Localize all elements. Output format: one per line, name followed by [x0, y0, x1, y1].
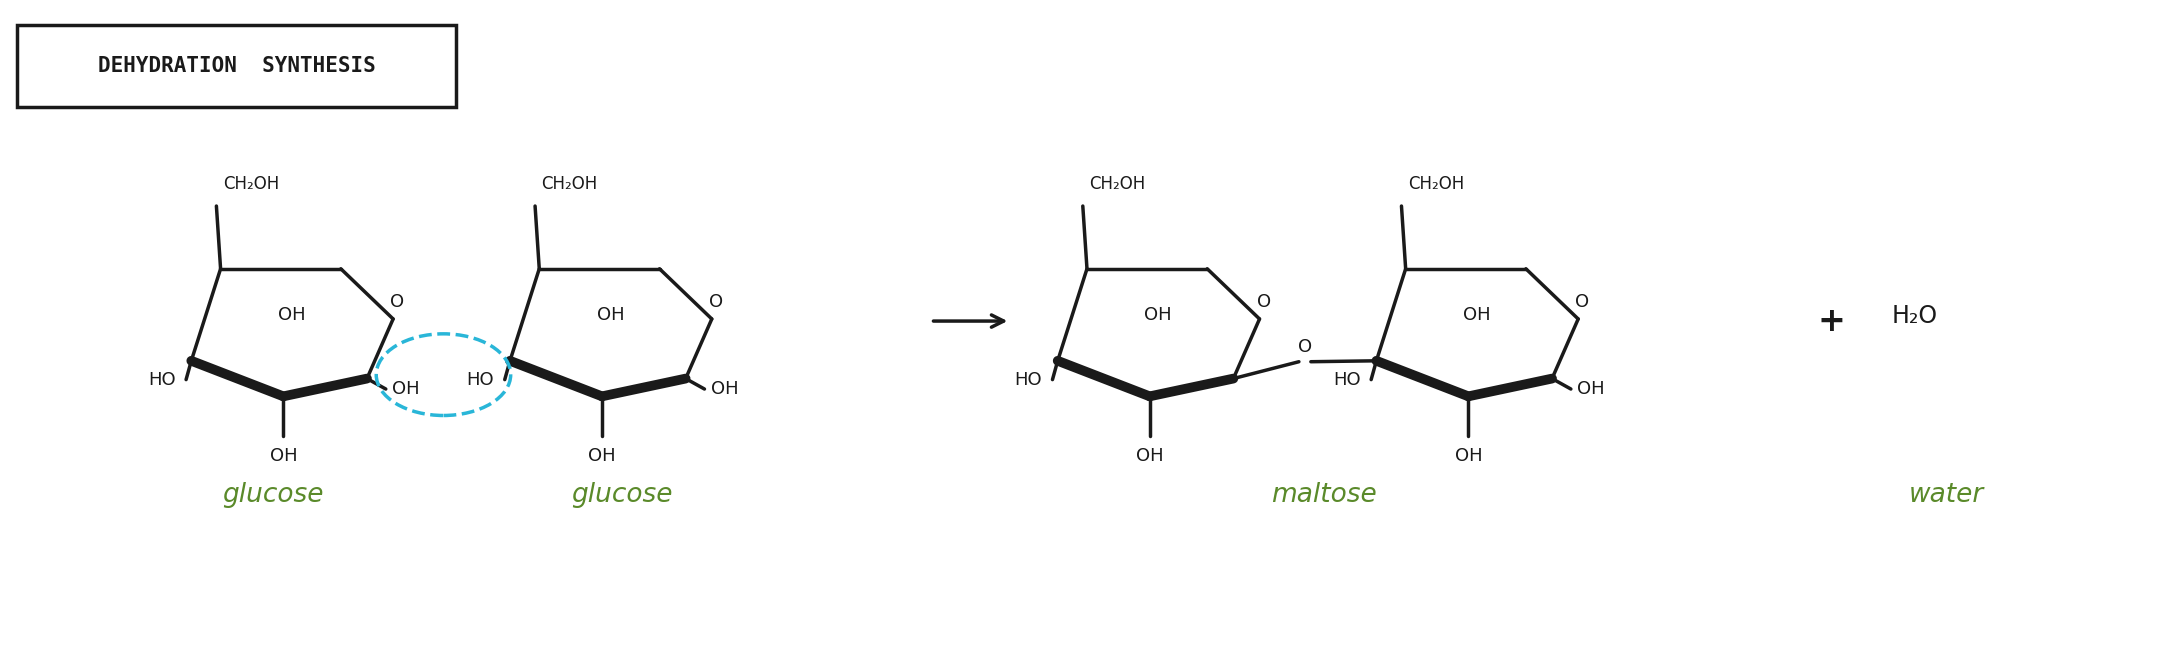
Text: OH: OH — [392, 380, 420, 398]
Text: CH₂OH: CH₂OH — [1407, 176, 1464, 193]
Text: CH₂OH: CH₂OH — [541, 176, 598, 193]
Text: CH₂OH: CH₂OH — [223, 176, 279, 193]
Text: O: O — [1297, 338, 1312, 356]
Text: O: O — [1256, 293, 1271, 311]
Text: HO: HO — [1334, 370, 1360, 389]
FancyBboxPatch shape — [17, 25, 455, 107]
Text: maltose: maltose — [1271, 482, 1377, 509]
Text: +: + — [1819, 305, 1847, 338]
Text: OH: OH — [1145, 306, 1171, 324]
Text: HO: HO — [468, 370, 494, 389]
Text: OH: OH — [268, 446, 297, 464]
Text: OH: OH — [710, 380, 738, 398]
Text: OH: OH — [277, 306, 305, 324]
Text: OH: OH — [1137, 446, 1163, 464]
Text: OH: OH — [1464, 306, 1490, 324]
Text: glucose: glucose — [223, 482, 325, 509]
Text: water: water — [1910, 482, 1983, 509]
Text: O: O — [1576, 293, 1589, 311]
Text: OH: OH — [589, 446, 615, 464]
Text: OH: OH — [1576, 380, 1604, 398]
Text: HO: HO — [1015, 370, 1041, 389]
Text: CH₂OH: CH₂OH — [1089, 176, 1145, 193]
Text: O: O — [390, 293, 405, 311]
Text: OH: OH — [1455, 446, 1483, 464]
Text: O: O — [708, 293, 723, 311]
Text: DEHYDRATION  SYNTHESIS: DEHYDRATION SYNTHESIS — [97, 56, 375, 76]
Text: OH: OH — [598, 306, 624, 324]
Text: H₂O: H₂O — [1892, 304, 1938, 328]
Text: HO: HO — [147, 370, 175, 389]
Text: glucose: glucose — [572, 482, 673, 509]
